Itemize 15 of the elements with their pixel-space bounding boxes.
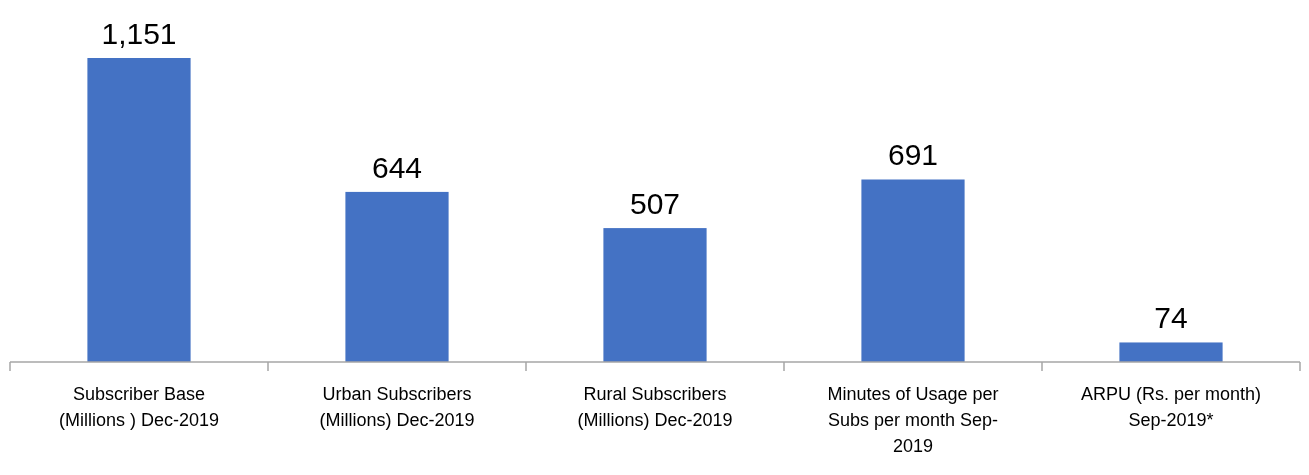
bar [87, 58, 191, 362]
bar [345, 191, 449, 362]
x-tick-label: Urban Subscribers (Millions) Dec-2019 [319, 384, 475, 430]
data-label: 644 [371, 150, 423, 184]
data-label: 74 [1154, 301, 1188, 335]
x-tick-label: Rural Subscribers (Millions) Dec-2019 [577, 384, 733, 430]
x-tick-label: Minutes of Usage per Subs per month Sep- 2019 [827, 384, 999, 456]
x-tick-label: Subscriber Base (Millions ) Dec-2019 [58, 384, 220, 430]
bar [603, 228, 707, 362]
data-label: 507 [629, 187, 681, 221]
bar [861, 179, 965, 362]
data-label: 1,151 [101, 17, 177, 50]
data-label: 691 [887, 138, 939, 172]
x-tick-label: ARPU (Rs. per month) Sep-2019* [1080, 384, 1262, 430]
bar [1119, 342, 1223, 362]
